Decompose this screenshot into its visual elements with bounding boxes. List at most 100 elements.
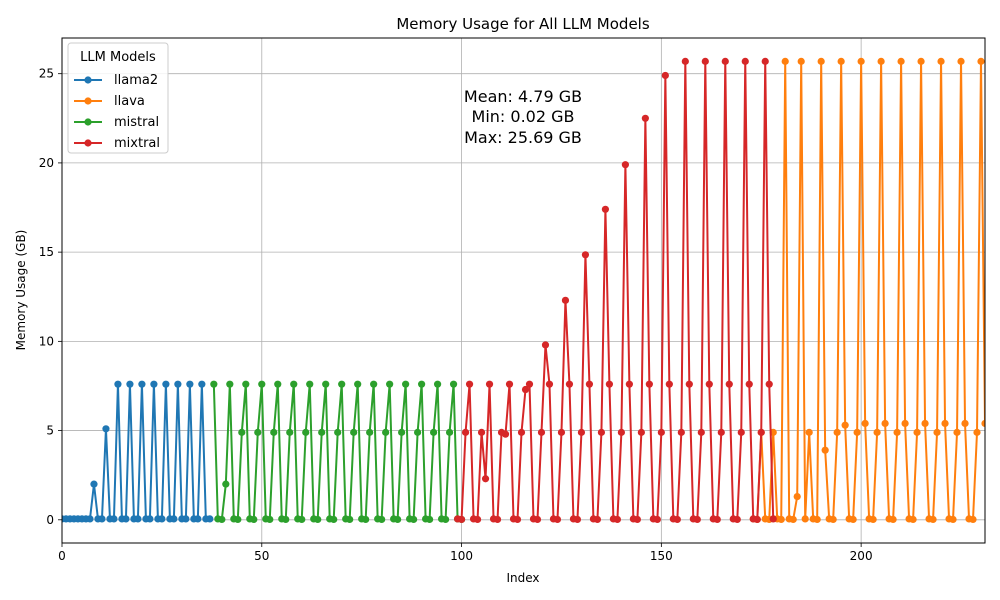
data-point [981, 419, 985, 428]
data-point [218, 515, 226, 524]
data-point [961, 419, 969, 428]
legend-label: mixtral [114, 136, 160, 151]
data-point [753, 515, 761, 524]
data-point [433, 380, 442, 388]
data-point [274, 380, 282, 388]
data-point [222, 480, 230, 488]
data-point [90, 480, 98, 488]
data-point [314, 515, 322, 524]
data-point [893, 428, 901, 436]
legend-item-mistral: mistral [74, 115, 159, 130]
data-point [853, 428, 861, 436]
data-point [162, 380, 170, 388]
data-point [801, 515, 809, 523]
y-tick-label: 10 [39, 334, 54, 348]
data-point [386, 380, 394, 388]
data-point [322, 380, 330, 388]
data-point [473, 515, 482, 524]
data-point [541, 341, 550, 349]
legend-marker [84, 139, 92, 147]
data-point [821, 446, 829, 454]
data-point [382, 428, 390, 436]
data-point [737, 428, 745, 436]
legend-label: llava [114, 94, 145, 109]
data-point [601, 205, 610, 213]
data-point [110, 515, 118, 523]
data-point [897, 57, 905, 65]
data-point [949, 515, 957, 524]
data-point [633, 515, 641, 524]
data-point [306, 380, 314, 388]
data-point [621, 161, 629, 169]
x-axis: 0 50 100 150 200 [58, 543, 873, 563]
data-point [226, 380, 234, 388]
data-point [757, 428, 765, 436]
data-point [585, 380, 594, 388]
data-point [761, 57, 769, 65]
data-point [789, 515, 797, 524]
data-point [370, 380, 378, 388]
data-point [657, 428, 665, 436]
legend-marker [84, 76, 92, 84]
data-point [513, 515, 522, 524]
series-llama2 [62, 380, 214, 523]
data-point [637, 428, 645, 436]
data-point [182, 515, 190, 523]
legend: LLM Models llama2 llava mistral mixtral [67, 42, 169, 154]
data-point [517, 428, 526, 436]
data-point [346, 515, 354, 524]
data-point [170, 515, 178, 523]
data-point [186, 380, 194, 388]
data-point [769, 515, 777, 523]
data-point [102, 425, 110, 433]
data-point [953, 428, 961, 436]
data-point [194, 515, 202, 523]
legend-label: mistral [114, 115, 159, 130]
data-point [781, 57, 789, 65]
data-point [505, 380, 514, 388]
annotation-mean: Mean: 4.79 GB [464, 87, 582, 106]
data-point [653, 515, 661, 524]
data-point [917, 57, 925, 65]
data-point [270, 428, 278, 436]
data-point [881, 419, 889, 428]
y-axis-title: Memory Usage (GB) [14, 230, 28, 351]
data-point [741, 57, 749, 65]
data-point [869, 515, 877, 524]
data-point [481, 475, 490, 483]
data-point [713, 515, 721, 524]
data-point [418, 380, 426, 388]
data-point [266, 515, 274, 524]
series-layer [62, 57, 985, 524]
data-point [921, 419, 929, 428]
data-point [122, 515, 130, 523]
data-point [673, 515, 681, 524]
data-point [817, 57, 825, 65]
data-point [138, 380, 146, 388]
y-tick-label: 0 [46, 513, 54, 527]
data-point [234, 515, 242, 524]
data-point [254, 428, 262, 436]
data-point [485, 380, 494, 388]
data-point [302, 428, 310, 436]
data-point [597, 428, 606, 436]
data-point [693, 515, 701, 524]
y-tick-label: 20 [39, 156, 54, 170]
x-tick-label: 50 [254, 549, 269, 563]
data-point [521, 385, 530, 394]
data-point [354, 380, 362, 388]
data-point [210, 380, 218, 388]
data-point [733, 515, 741, 524]
data-point [126, 380, 134, 388]
data-point [841, 421, 849, 429]
data-point [705, 380, 713, 388]
y-tick-label: 25 [39, 67, 54, 81]
data-point [493, 515, 502, 524]
data-point [537, 428, 546, 436]
data-point [977, 57, 985, 65]
data-point [350, 428, 358, 436]
data-point [198, 380, 206, 388]
data-point [829, 515, 837, 524]
data-point [605, 380, 614, 388]
chart-title: Memory Usage for All LLM Models [396, 15, 649, 33]
